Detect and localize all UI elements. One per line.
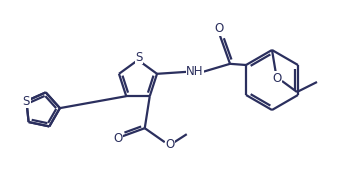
Text: O: O xyxy=(113,132,122,145)
Text: S: S xyxy=(135,51,143,63)
Text: O: O xyxy=(272,71,281,85)
Text: NH: NH xyxy=(186,65,204,78)
Text: O: O xyxy=(165,138,174,151)
Text: S: S xyxy=(23,95,30,107)
Text: O: O xyxy=(214,22,224,35)
